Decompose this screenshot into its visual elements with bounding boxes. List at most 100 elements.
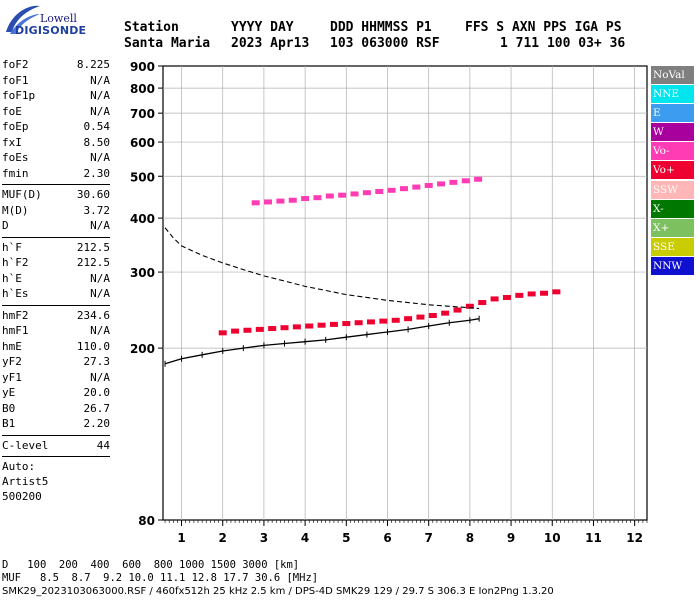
footer-muf-label: MUF bbox=[2, 572, 21, 584]
x-tick-label: 4 bbox=[301, 531, 309, 545]
x-tick-label: 11 bbox=[585, 531, 602, 545]
param-group-profile: hmF2 234.6 hmF1 N/A hmE 110.0 yF2 27.3 yF1 N/A yE 2… bbox=[2, 309, 110, 433]
param-row-b0: B0 26.7 bbox=[2, 402, 110, 418]
param-name: C-level bbox=[2, 438, 49, 452]
param-value: 30.60 bbox=[76, 188, 110, 201]
echo-point-vo bbox=[478, 300, 487, 306]
echo-point-vo bbox=[424, 182, 433, 188]
echo-point-vo bbox=[391, 317, 400, 323]
param-group-virtual-heights: h`F 212.5 h`F2 212.5 h`E N/A h`Es N/A bbox=[2, 241, 110, 303]
echo-point-vo bbox=[453, 307, 462, 313]
param-row-ye: yE 20.0 bbox=[2, 386, 110, 402]
auto-artist: Artist5 bbox=[2, 475, 49, 488]
legend-item-ssw: SSW bbox=[651, 180, 694, 199]
param-name: h`Es bbox=[2, 287, 29, 300]
param-row-yf2: yF2 27.3 bbox=[2, 355, 110, 371]
param-name: B1 bbox=[2, 417, 16, 430]
y-tick-label: 700 bbox=[130, 107, 155, 121]
param-name: yF2 bbox=[2, 355, 22, 368]
echo-point-vo bbox=[379, 318, 388, 324]
lowell-digisonde-logo: Lowell DIGISONDE bbox=[2, 2, 112, 42]
legend-item-e: E bbox=[651, 104, 694, 123]
param-group-confidence: C-level 44 bbox=[2, 439, 110, 455]
echo-point-vo bbox=[329, 321, 338, 327]
echo-point-vo bbox=[255, 326, 264, 332]
param-value: N/A bbox=[90, 324, 110, 337]
param-value: 20.0 bbox=[83, 386, 111, 399]
param-value: 212.5 bbox=[76, 256, 110, 269]
param-group-critical-frequencies: foF2 8.225 foF1 N/A foF1p N/A foE N/A foEp 0.54 fx… bbox=[2, 58, 110, 182]
param-divider bbox=[2, 456, 110, 457]
header-col-date: YYYY DAY bbox=[231, 20, 294, 35]
echo-point-vo bbox=[268, 326, 277, 332]
param-divider bbox=[2, 304, 110, 306]
param-name: h`F2 bbox=[2, 256, 29, 269]
auto-version: 500200 bbox=[2, 490, 42, 503]
auto-label: Auto: bbox=[2, 460, 36, 473]
param-value: 0.54 bbox=[83, 120, 111, 133]
param-value: 3.72 bbox=[83, 203, 111, 217]
x-tick-label: 7 bbox=[425, 531, 433, 545]
echo-point-vo bbox=[375, 188, 384, 194]
echo-point-vo bbox=[276, 198, 285, 204]
param-value: 8.50 bbox=[83, 135, 111, 149]
echo-point-vo bbox=[428, 312, 437, 318]
legend-item-vo-: Vo+ bbox=[651, 161, 694, 180]
echo-point-vo bbox=[412, 184, 421, 190]
param-row-fmin: fmin 2.30 bbox=[2, 167, 110, 183]
echo-point-vo bbox=[527, 291, 536, 297]
echo-point-vo bbox=[387, 187, 396, 193]
param-value: 26.7 bbox=[83, 401, 111, 415]
param-value: 2.20 bbox=[83, 417, 111, 430]
param-row-hme: hmE 110.0 bbox=[2, 340, 110, 356]
footer-muf-values: 8.5 8.7 9.2 10.0 11.1 12.8 17.7 30.6 [MH… bbox=[39, 572, 319, 584]
header-col-station: Station bbox=[124, 20, 179, 35]
echo-point-vo bbox=[461, 178, 470, 184]
y-tick-label: 600 bbox=[130, 136, 155, 150]
echo-point-vo bbox=[515, 292, 524, 298]
echo-point-vo bbox=[264, 199, 273, 205]
echo-point-vo bbox=[317, 322, 326, 328]
param-row-hmf2: hmF2 234.6 bbox=[2, 309, 110, 325]
param-row-c-level: C-level 44 bbox=[2, 439, 110, 455]
param-row-h-f: h`F 212.5 bbox=[2, 241, 110, 257]
param-value: N/A bbox=[90, 151, 110, 164]
echo-point-vo bbox=[502, 294, 511, 300]
echo-point-vo bbox=[354, 320, 363, 326]
echo-point-vo bbox=[465, 303, 474, 309]
y-tick-label: 400 bbox=[130, 212, 155, 226]
param-name: foF2 bbox=[2, 58, 29, 71]
x-tick-label: 10 bbox=[544, 531, 561, 545]
echo-point-vo bbox=[399, 186, 408, 192]
param-name: hmF2 bbox=[2, 308, 29, 322]
legend-item-vo-: Vo- bbox=[651, 142, 694, 161]
echo-point-vo bbox=[338, 192, 347, 198]
logo-swoosh-icon bbox=[6, 5, 40, 34]
x-tick-label: 12 bbox=[626, 531, 643, 545]
param-value: N/A bbox=[90, 89, 110, 102]
param-row-fxi: fxI 8.50 bbox=[2, 136, 110, 152]
footer-d-label: D bbox=[2, 559, 9, 571]
param-name: fmin bbox=[2, 166, 29, 180]
y-tick-label: 500 bbox=[130, 170, 155, 184]
param-value: 110.0 bbox=[76, 339, 110, 353]
plot-frame bbox=[162, 65, 648, 521]
echo-point-vo bbox=[218, 330, 227, 336]
footer-file-info: SMK29_2023103063000.RSF / 460fx512h 25 k… bbox=[2, 586, 554, 597]
param-divider bbox=[2, 184, 110, 185]
param-divider bbox=[2, 434, 110, 436]
echo-point-vo bbox=[280, 325, 289, 331]
param-name: foE bbox=[2, 104, 22, 118]
x-tick-label: 8 bbox=[466, 531, 474, 545]
y-tick-label: 300 bbox=[130, 266, 155, 280]
echo-point-vo bbox=[350, 191, 359, 197]
electron-density-profile bbox=[164, 227, 480, 310]
legend-item-w: W bbox=[651, 123, 694, 142]
param-value: N/A bbox=[90, 271, 110, 285]
x-tick-label: 3 bbox=[260, 531, 268, 545]
legend-item-nne: NNE bbox=[651, 85, 694, 104]
param-value: N/A bbox=[90, 73, 110, 87]
param-value: 2.30 bbox=[83, 166, 111, 180]
echo-point-vo bbox=[251, 200, 260, 206]
